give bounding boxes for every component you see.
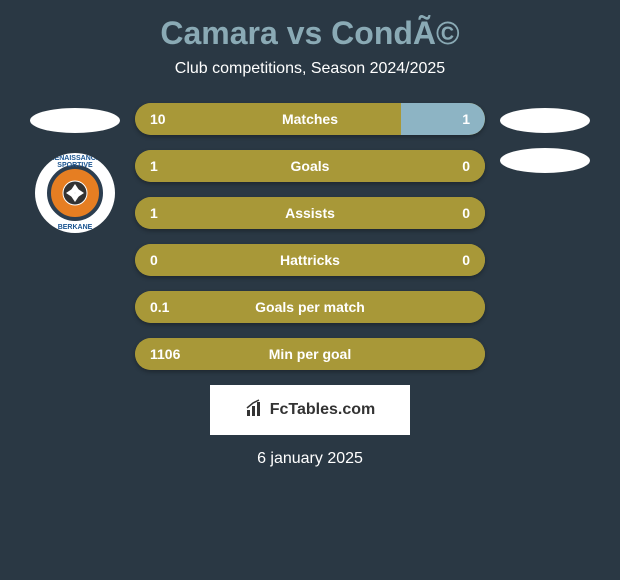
club-badge-text-top: RENAISSANCE SPORTIVE (35, 155, 115, 169)
stat-fill-right (401, 103, 485, 135)
stat-label: Goals per match (255, 299, 365, 315)
stat-value-left: 1 (150, 158, 158, 174)
chart-icon (245, 398, 265, 423)
stat-value-left: 0.1 (150, 299, 169, 315)
stat-bar-hattricks: 0 Hattricks 0 (135, 244, 485, 276)
club-badge-text-bottom: BERKANE (35, 224, 115, 231)
football-icon (60, 178, 90, 208)
stat-label: Matches (282, 111, 338, 127)
player-badge-left (30, 108, 120, 133)
right-badges-column (495, 103, 595, 173)
stat-label: Hattricks (280, 252, 340, 268)
stat-value-right: 0 (462, 158, 470, 174)
stat-bar-goals: 1 Goals 0 (135, 150, 485, 182)
left-badges-column: RENAISSANCE SPORTIVE BERKANE (25, 103, 125, 233)
player-badge-right-2 (500, 148, 590, 173)
club-badge-left: RENAISSANCE SPORTIVE BERKANE (35, 153, 115, 233)
stat-bar-min-per-goal: 1106 Min per goal (135, 338, 485, 370)
page-title: Camara vs CondÃ© (160, 15, 459, 52)
stat-bar-goals-per-match: 0.1 Goals per match (135, 291, 485, 323)
stats-container: 10 Matches 1 1 Goals 0 1 Assists 0 0 (135, 103, 485, 370)
stat-bar-assists: 1 Assists 0 (135, 197, 485, 229)
player-badge-right-1 (500, 108, 590, 133)
stat-bar-matches: 10 Matches 1 (135, 103, 485, 135)
stat-value-right: 0 (462, 252, 470, 268)
comparison-container: Camara vs CondÃ© Club competitions, Seas… (0, 0, 620, 580)
stat-value-right: 1 (462, 111, 470, 127)
content-row: RENAISSANCE SPORTIVE BERKANE 10 (10, 103, 610, 370)
stat-value-left: 10 (150, 111, 166, 127)
club-badge-inner (47, 165, 103, 221)
stat-value-left: 0 (150, 252, 158, 268)
stat-value-right: 0 (462, 205, 470, 221)
stat-value-left: 1 (150, 205, 158, 221)
subtitle: Club competitions, Season 2024/2025 (175, 60, 445, 78)
stat-fill-left (135, 103, 401, 135)
stat-label: Assists (285, 205, 335, 221)
stat-label: Min per goal (269, 346, 351, 362)
date-text: 6 january 2025 (257, 450, 363, 468)
stat-value-left: 1106 (150, 346, 180, 362)
stat-label: Goals (291, 158, 330, 174)
attribution-text: FcTables.com (270, 401, 376, 419)
attribution-badge[interactable]: FcTables.com (210, 385, 410, 435)
